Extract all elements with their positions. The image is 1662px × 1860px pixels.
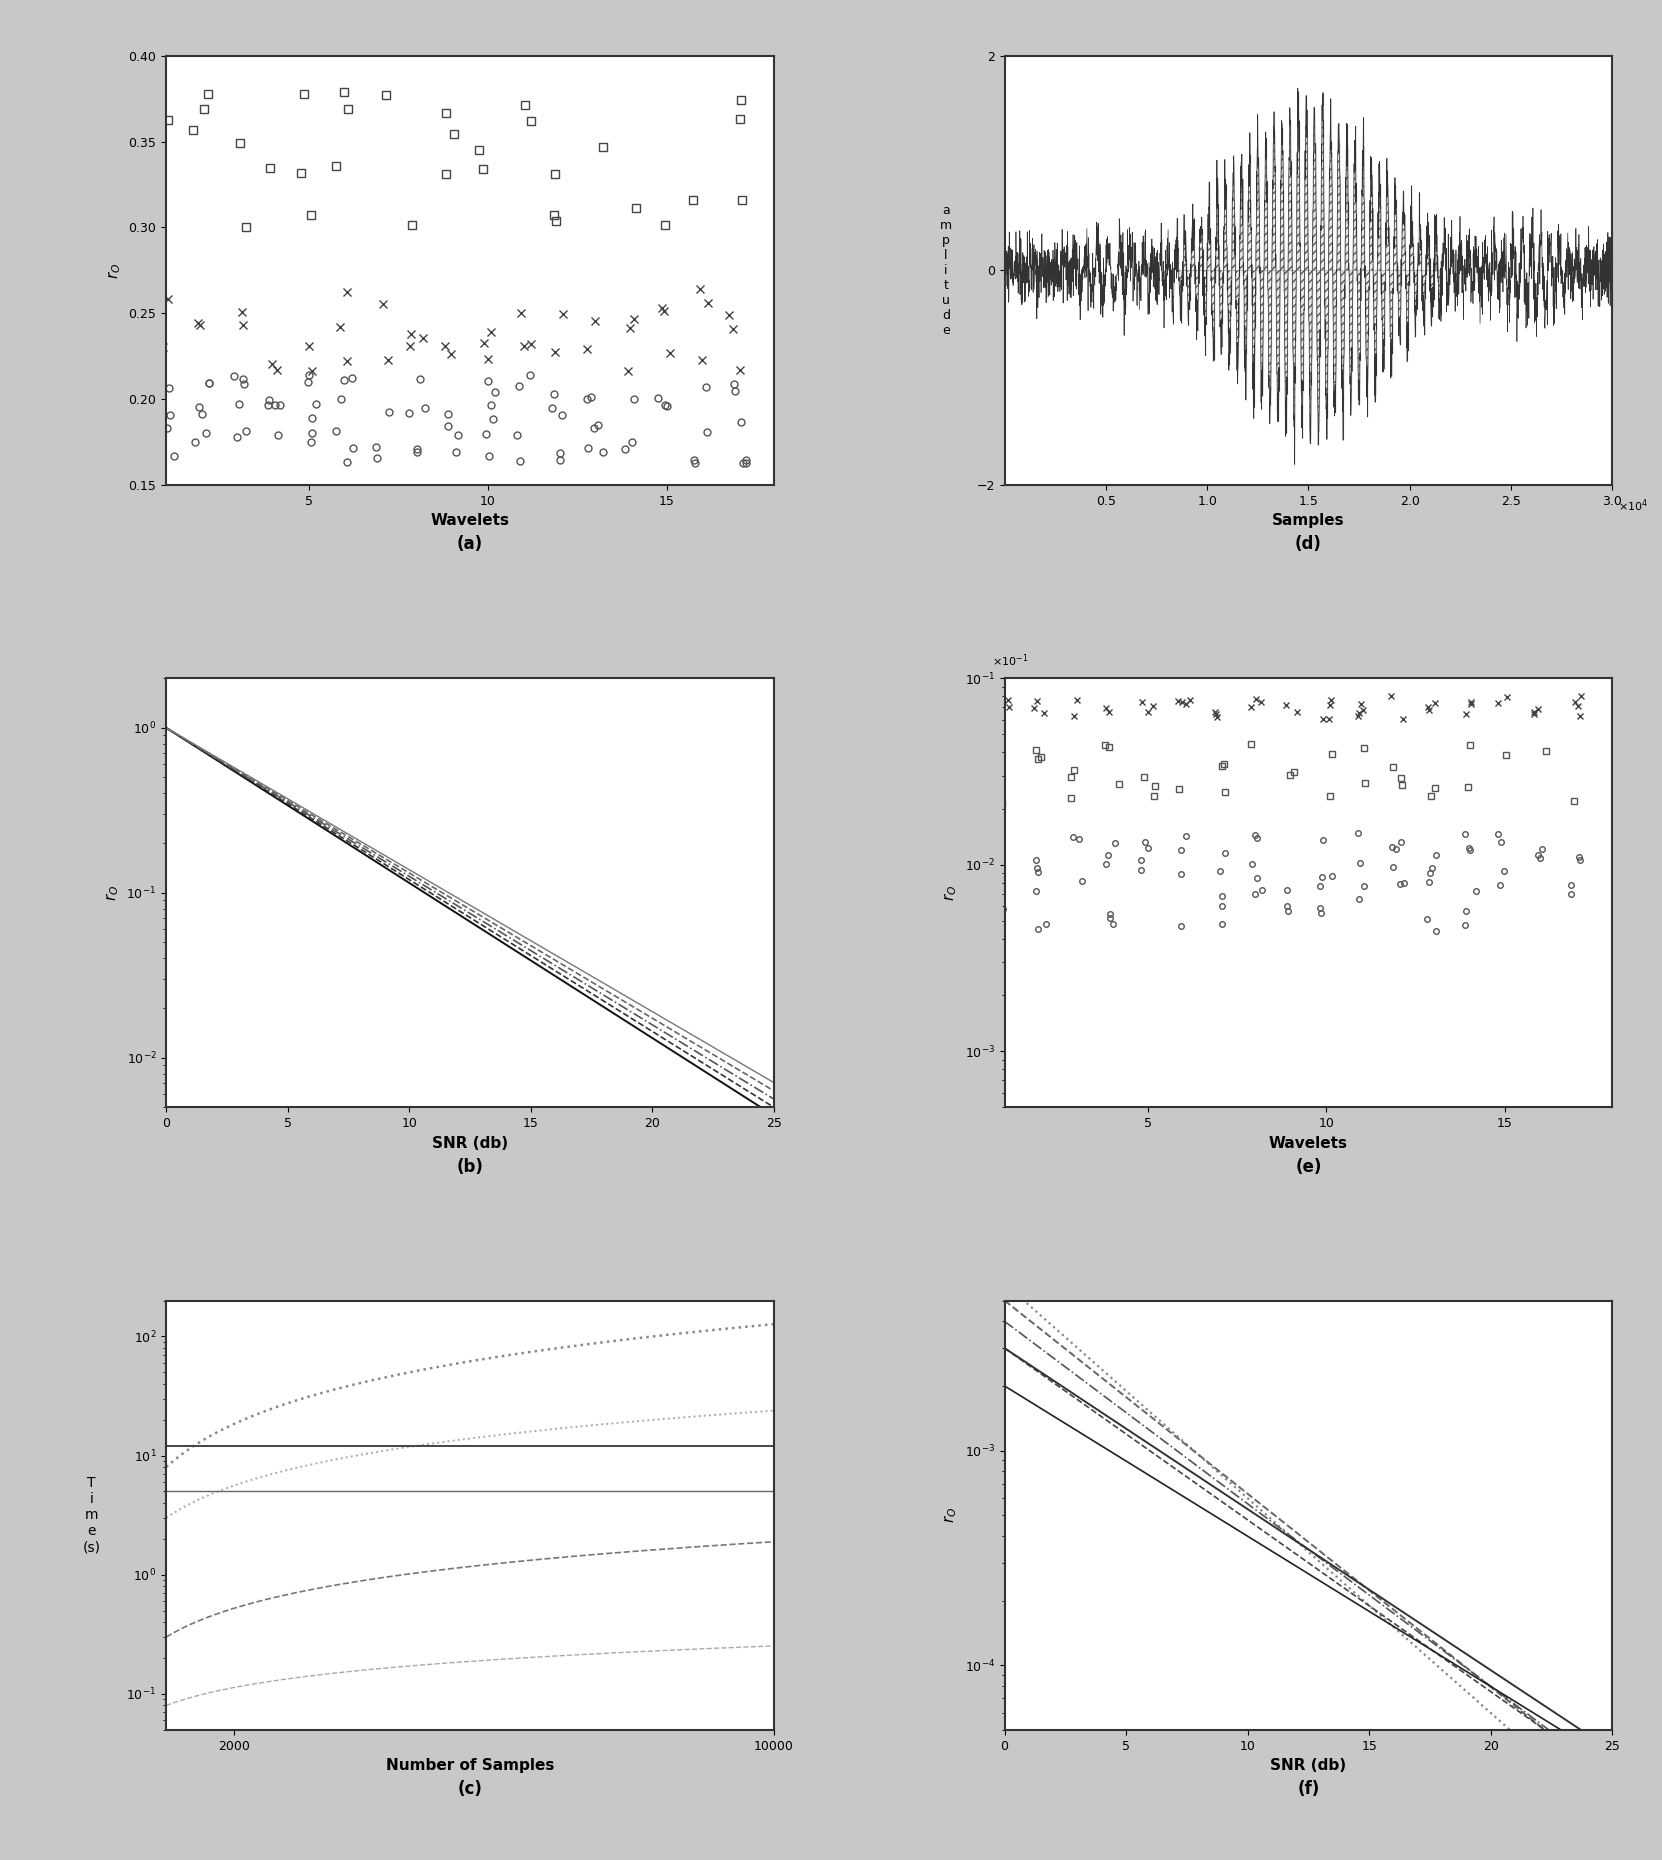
X-axis label: SNR (db): SNR (db): [1270, 1758, 1346, 1773]
Text: (c): (c): [457, 1780, 482, 1799]
Y-axis label: $r_O$: $r_O$: [942, 1507, 959, 1523]
Text: (d): (d): [1295, 536, 1321, 554]
Text: (e): (e): [1295, 1157, 1321, 1176]
Y-axis label: T
i
m
e
(s): T i m e (s): [83, 1475, 101, 1555]
Text: $\times 10^4$: $\times 10^4$: [1619, 498, 1649, 513]
Y-axis label: $r_O$: $r_O$: [942, 885, 959, 900]
Text: (b): (b): [457, 1157, 484, 1176]
Y-axis label: a
m
p
l
i
t
u
d
e: a m p l i t u d e: [941, 205, 952, 337]
X-axis label: Number of Samples: Number of Samples: [386, 1758, 553, 1773]
X-axis label: SNR (db): SNR (db): [432, 1136, 509, 1151]
Text: (a): (a): [457, 536, 484, 554]
X-axis label: Wavelets: Wavelets: [430, 513, 510, 528]
X-axis label: Samples: Samples: [1271, 513, 1345, 528]
X-axis label: Wavelets: Wavelets: [1268, 1136, 1348, 1151]
Text: (f): (f): [1298, 1780, 1320, 1799]
Y-axis label: $r_O$: $r_O$: [105, 885, 121, 900]
Text: $\times 10^{-1}$: $\times 10^{-1}$: [992, 653, 1029, 670]
Y-axis label: $r_O$: $r_O$: [106, 262, 123, 279]
